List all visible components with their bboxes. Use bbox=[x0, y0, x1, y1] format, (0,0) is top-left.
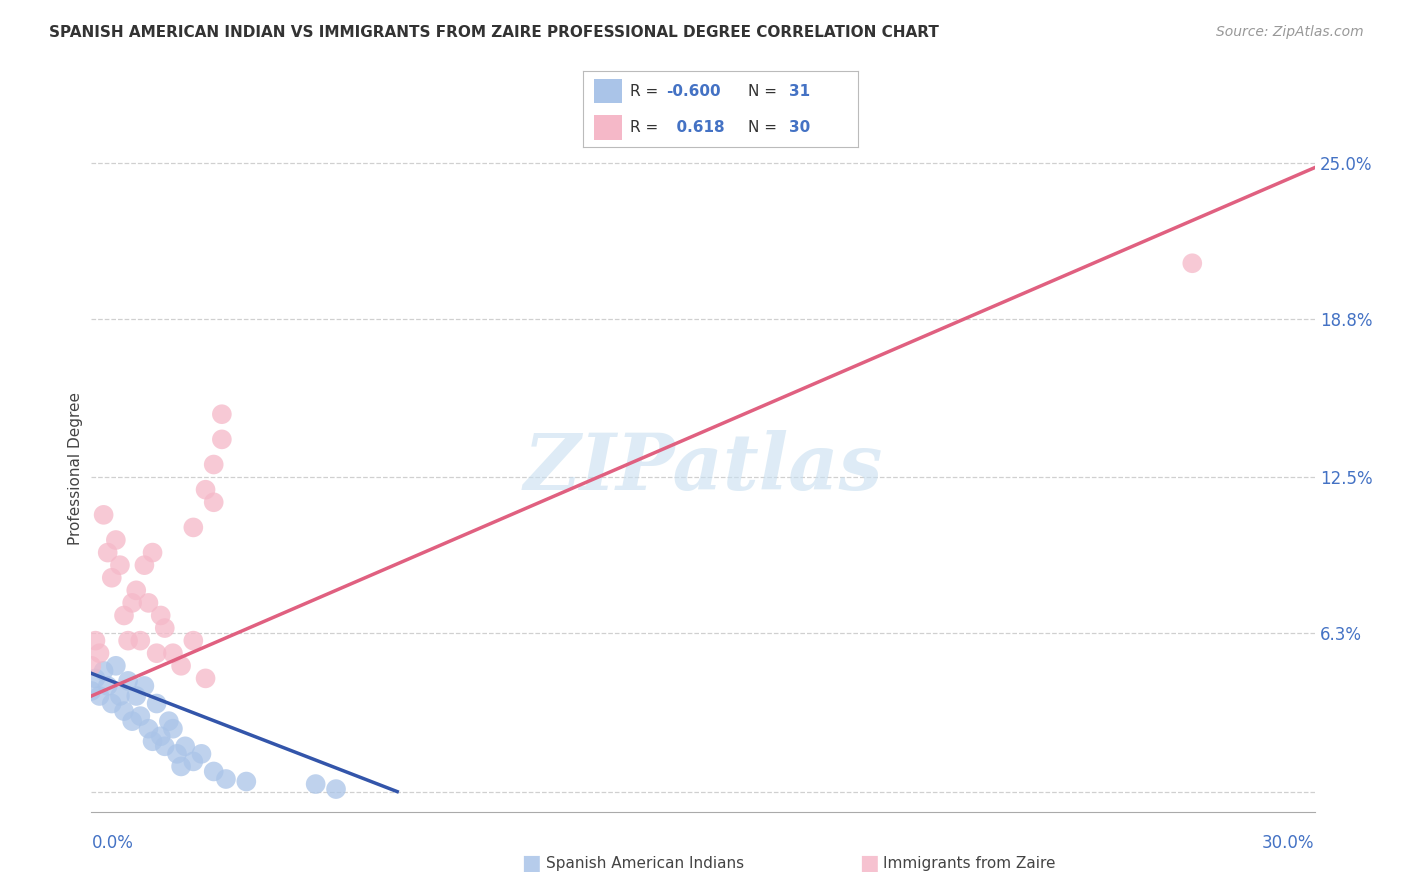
Point bbox=[157, 714, 180, 728]
Point bbox=[170, 658, 193, 673]
Point bbox=[145, 646, 167, 660]
Point bbox=[149, 608, 172, 623]
Point bbox=[304, 777, 326, 791]
Point bbox=[97, 545, 120, 559]
Text: 0.0%: 0.0% bbox=[91, 834, 134, 852]
Point bbox=[97, 679, 120, 693]
Point bbox=[1181, 256, 1204, 270]
Point bbox=[89, 646, 111, 660]
Point bbox=[80, 658, 103, 673]
Point bbox=[153, 739, 176, 754]
Point bbox=[129, 633, 152, 648]
Point bbox=[138, 596, 160, 610]
Text: R =: R = bbox=[630, 84, 658, 99]
Point bbox=[108, 558, 131, 573]
Point bbox=[84, 633, 107, 648]
Point bbox=[145, 697, 167, 711]
Point bbox=[138, 722, 160, 736]
Point bbox=[101, 697, 124, 711]
Point bbox=[129, 709, 152, 723]
Point bbox=[108, 689, 131, 703]
Point bbox=[235, 774, 257, 789]
Point bbox=[211, 407, 233, 421]
Text: R =: R = bbox=[630, 120, 658, 135]
Point bbox=[194, 483, 217, 497]
Point bbox=[117, 633, 139, 648]
Text: ■: ■ bbox=[522, 854, 541, 873]
Point bbox=[84, 672, 107, 686]
Point bbox=[162, 646, 184, 660]
Text: SPANISH AMERICAN INDIAN VS IMMIGRANTS FROM ZAIRE PROFESSIONAL DEGREE CORRELATION: SPANISH AMERICAN INDIAN VS IMMIGRANTS FR… bbox=[49, 25, 939, 40]
Point bbox=[121, 714, 143, 728]
Point bbox=[93, 508, 115, 522]
Point bbox=[153, 621, 176, 635]
Point bbox=[149, 729, 172, 743]
Text: ■: ■ bbox=[859, 854, 879, 873]
Point bbox=[166, 747, 188, 761]
Text: Immigrants from Zaire: Immigrants from Zaire bbox=[883, 856, 1056, 871]
Point bbox=[202, 495, 225, 509]
Text: 31: 31 bbox=[789, 84, 810, 99]
Point bbox=[101, 571, 124, 585]
Point bbox=[112, 704, 135, 718]
Point bbox=[215, 772, 238, 786]
Text: ZIPatlas: ZIPatlas bbox=[523, 430, 883, 507]
Text: 30.0%: 30.0% bbox=[1263, 834, 1315, 852]
Point bbox=[80, 684, 103, 698]
Point bbox=[89, 689, 111, 703]
Point bbox=[183, 520, 205, 534]
Point bbox=[325, 782, 347, 797]
Point bbox=[104, 658, 127, 673]
Text: Spanish American Indians: Spanish American Indians bbox=[546, 856, 744, 871]
Point bbox=[125, 689, 148, 703]
Point bbox=[190, 747, 212, 761]
Text: N =: N = bbox=[748, 120, 778, 135]
Point bbox=[125, 583, 148, 598]
Text: 0.618: 0.618 bbox=[666, 120, 724, 135]
Point bbox=[174, 739, 197, 754]
Point bbox=[112, 608, 135, 623]
Point bbox=[117, 673, 139, 688]
Point bbox=[141, 545, 163, 559]
Point bbox=[141, 734, 163, 748]
Text: 30: 30 bbox=[789, 120, 810, 135]
Point bbox=[202, 458, 225, 472]
Y-axis label: Professional Degree: Professional Degree bbox=[67, 392, 83, 545]
Point bbox=[162, 722, 184, 736]
Text: Source: ZipAtlas.com: Source: ZipAtlas.com bbox=[1216, 25, 1364, 39]
Point bbox=[104, 533, 127, 547]
Text: N =: N = bbox=[748, 84, 778, 99]
FancyBboxPatch shape bbox=[595, 115, 621, 140]
Point bbox=[183, 755, 205, 769]
Point bbox=[134, 558, 156, 573]
FancyBboxPatch shape bbox=[595, 79, 621, 103]
Point bbox=[194, 672, 217, 686]
Point bbox=[121, 596, 143, 610]
Point bbox=[183, 633, 205, 648]
Point bbox=[211, 433, 233, 447]
Text: -0.600: -0.600 bbox=[666, 84, 720, 99]
Point bbox=[170, 759, 193, 773]
Point bbox=[202, 764, 225, 779]
Point bbox=[93, 664, 115, 678]
Point bbox=[134, 679, 156, 693]
